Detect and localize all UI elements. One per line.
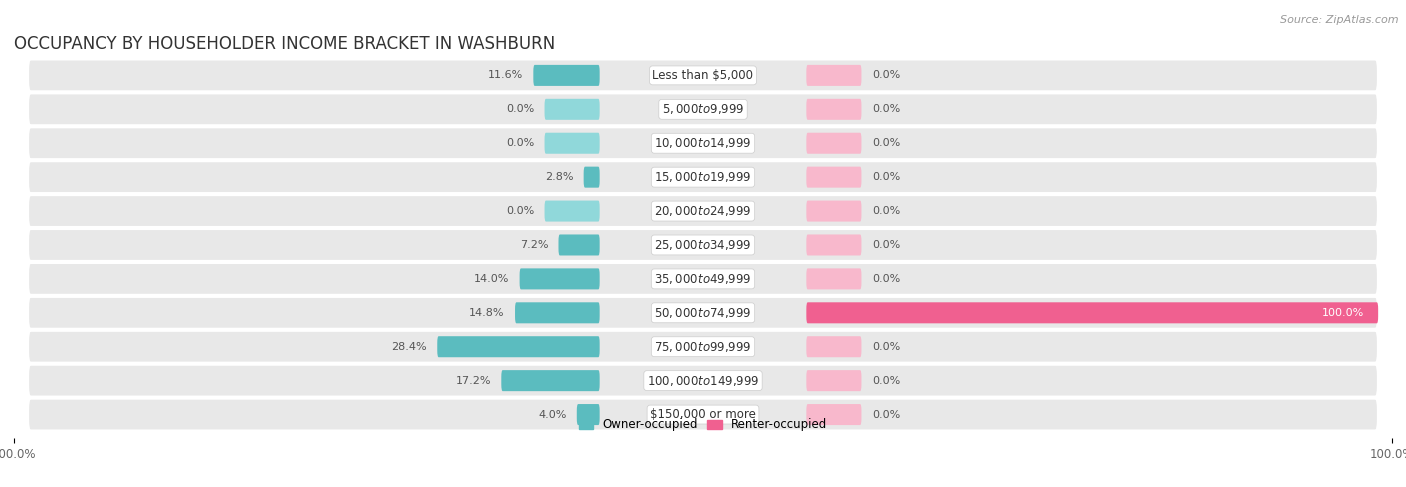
Text: $25,000 to $34,999: $25,000 to $34,999 [654,238,752,252]
Text: OCCUPANCY BY HOUSEHOLDER INCOME BRACKET IN WASHBURN: OCCUPANCY BY HOUSEHOLDER INCOME BRACKET … [14,36,555,54]
FancyBboxPatch shape [28,398,1378,431]
Text: 0.0%: 0.0% [872,410,900,420]
FancyBboxPatch shape [28,127,1378,160]
Text: $35,000 to $49,999: $35,000 to $49,999 [654,272,752,286]
FancyBboxPatch shape [437,336,599,357]
FancyBboxPatch shape [583,167,599,187]
FancyBboxPatch shape [544,133,599,154]
Text: 0.0%: 0.0% [872,342,900,352]
FancyBboxPatch shape [807,65,862,86]
FancyBboxPatch shape [515,302,599,323]
Text: 4.0%: 4.0% [538,410,567,420]
FancyBboxPatch shape [807,201,862,222]
Legend: Owner-occupied, Renter-occupied: Owner-occupied, Renter-occupied [574,414,832,436]
Text: $50,000 to $74,999: $50,000 to $74,999 [654,306,752,320]
FancyBboxPatch shape [28,93,1378,126]
FancyBboxPatch shape [807,167,862,187]
Text: 0.0%: 0.0% [872,104,900,114]
Text: $100,000 to $149,999: $100,000 to $149,999 [647,374,759,388]
Text: $150,000 or more: $150,000 or more [650,408,756,421]
FancyBboxPatch shape [533,65,599,86]
Text: 0.0%: 0.0% [872,375,900,386]
FancyBboxPatch shape [576,404,599,425]
Text: 0.0%: 0.0% [872,274,900,284]
Text: 14.0%: 14.0% [474,274,509,284]
FancyBboxPatch shape [28,331,1378,363]
FancyBboxPatch shape [28,262,1378,295]
FancyBboxPatch shape [28,161,1378,193]
Text: $20,000 to $24,999: $20,000 to $24,999 [654,204,752,218]
Text: 0.0%: 0.0% [872,138,900,148]
Text: 2.8%: 2.8% [544,172,574,182]
FancyBboxPatch shape [544,201,599,222]
FancyBboxPatch shape [807,302,1378,323]
FancyBboxPatch shape [807,336,862,357]
Text: Less than $5,000: Less than $5,000 [652,69,754,82]
FancyBboxPatch shape [807,268,862,289]
Text: 0.0%: 0.0% [872,206,900,216]
Text: $5,000 to $9,999: $5,000 to $9,999 [662,102,744,116]
FancyBboxPatch shape [28,195,1378,227]
Text: 0.0%: 0.0% [506,206,534,216]
Text: 0.0%: 0.0% [872,240,900,250]
FancyBboxPatch shape [807,370,862,391]
Text: 0.0%: 0.0% [872,71,900,80]
FancyBboxPatch shape [807,99,862,120]
Text: 0.0%: 0.0% [506,104,534,114]
Text: 100.0%: 100.0% [1322,308,1364,318]
Text: Source: ZipAtlas.com: Source: ZipAtlas.com [1281,15,1399,25]
FancyBboxPatch shape [558,234,599,256]
FancyBboxPatch shape [520,268,599,289]
FancyBboxPatch shape [28,364,1378,397]
FancyBboxPatch shape [807,234,862,256]
FancyBboxPatch shape [28,297,1378,329]
FancyBboxPatch shape [502,370,599,391]
Text: 11.6%: 11.6% [488,71,523,80]
Text: $10,000 to $14,999: $10,000 to $14,999 [654,136,752,150]
Text: $15,000 to $19,999: $15,000 to $19,999 [654,170,752,184]
Text: 0.0%: 0.0% [872,172,900,182]
FancyBboxPatch shape [544,99,599,120]
FancyBboxPatch shape [28,229,1378,261]
FancyBboxPatch shape [807,133,862,154]
Text: 28.4%: 28.4% [391,342,427,352]
Text: 17.2%: 17.2% [456,375,491,386]
FancyBboxPatch shape [807,404,862,425]
Text: 7.2%: 7.2% [520,240,548,250]
FancyBboxPatch shape [28,59,1378,92]
Text: 0.0%: 0.0% [506,138,534,148]
Text: $75,000 to $99,999: $75,000 to $99,999 [654,340,752,354]
Text: 14.8%: 14.8% [470,308,505,318]
